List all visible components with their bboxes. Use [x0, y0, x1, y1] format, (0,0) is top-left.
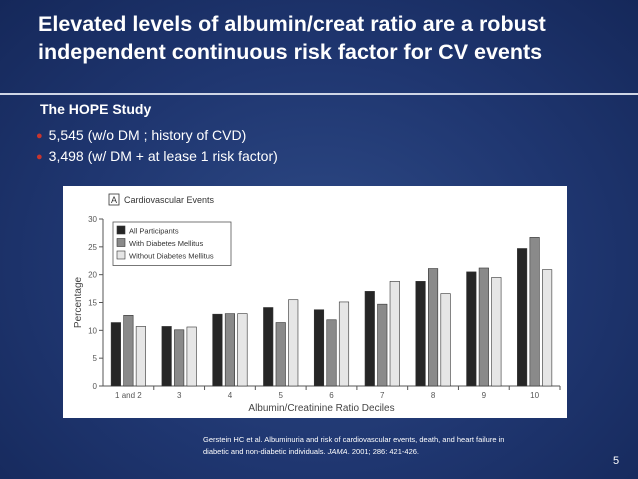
bar-diabetes: [224, 313, 235, 387]
citation-text: Gerstein HC et al. Albuminuria and risk …: [203, 435, 505, 456]
bar-no-diabetes: [338, 301, 350, 387]
x-tick-label: 3: [177, 391, 182, 400]
y-tick-label: 10: [88, 326, 97, 335]
bar-no-diabetes: [542, 269, 553, 387]
bullet-dot-icon: ●: [36, 151, 43, 163]
bar-diabetes: [529, 237, 540, 387]
bar-diabetes: [326, 319, 337, 387]
bar-all: [212, 313, 223, 387]
bar-diabetes: [377, 303, 388, 387]
bullet-dot-icon: ●: [36, 130, 43, 142]
panel-letter: A: [111, 195, 117, 205]
citation-journal: JAMA: [327, 447, 348, 456]
bar-no-diabetes: [389, 281, 400, 387]
bullet-list: ● 5,545 (w/o DM ; history of CVD) ● 3,498 …: [36, 126, 278, 168]
bar-all: [517, 248, 528, 387]
legend-swatch: [116, 238, 126, 247]
page-number: 5: [613, 455, 620, 467]
bar-all: [263, 307, 274, 387]
bullet-text: 3,498 (w/ DM + at lease 1 risk factor): [48, 148, 278, 164]
x-tick-label: 1 and 2: [115, 391, 142, 400]
x-tick-label: 6: [329, 391, 334, 400]
bar-all: [313, 309, 325, 387]
y-tick-label: 30: [88, 215, 97, 224]
bar-all: [466, 271, 477, 387]
x-tick-label: 10: [530, 391, 539, 400]
citation-tail: . 2001; 286: 421-426.: [347, 447, 419, 456]
y-tick-label: 5: [93, 354, 98, 363]
citation: Gerstein HC et al. Albuminuria and risk …: [203, 434, 523, 458]
legend-label: Without Diabetes Mellitus: [129, 252, 214, 261]
legend-label: All Participants: [129, 227, 179, 236]
x-tick-label: 5: [278, 391, 283, 400]
panel-letter-box: [108, 193, 120, 206]
y-axis-label: Percentage: [73, 276, 84, 328]
bar-chart: A Cardiovascular Events 0 5 10 15 20 25 30 Percen…: [73, 193, 561, 414]
bullet-text: 5,545 (w/o DM ; history of CVD): [48, 127, 247, 143]
bar-diabetes: [428, 268, 439, 387]
bar-no-diabetes: [237, 313, 248, 387]
y-tick-label: 15: [88, 299, 97, 308]
legend-swatch: [116, 225, 126, 235]
chart-title: Cardiovascular Events: [124, 195, 215, 205]
bar-diabetes: [123, 315, 134, 387]
bar-no-diabetes: [288, 299, 299, 387]
bar-no-diabetes: [440, 293, 451, 387]
legend-label: With Diabetes Mellitus: [129, 239, 203, 248]
bar-no-diabetes: [186, 326, 197, 387]
x-tick-label: 4: [228, 391, 233, 400]
x-axis-label: Albumin/Creatinine Ratio Deciles: [248, 403, 394, 414]
x-tick-label: 9: [482, 391, 487, 400]
bullet-item: ● 5,545 (w/o DM ; history of CVD): [36, 126, 278, 147]
y-tick-label: 0: [93, 382, 98, 391]
legend-box: [112, 221, 232, 266]
bar-all: [110, 322, 121, 387]
bar-all: [161, 326, 172, 387]
bar-diabetes: [478, 267, 489, 387]
bar-all: [415, 281, 426, 387]
study-name: The HOPE Study: [40, 101, 152, 117]
bar-no-diabetes: [491, 277, 502, 387]
legend-swatch: [116, 250, 126, 260]
y-tick-label: 20: [88, 271, 97, 280]
bullet-item: ● 3,498 (w/ DM + at lease 1 risk factor): [36, 147, 278, 168]
slide-title: Elevated levels of albumin/creat ratio a…: [38, 12, 546, 64]
title-divider: [0, 93, 638, 95]
bar-no-diabetes: [135, 326, 146, 387]
bar-diabetes: [174, 329, 185, 387]
chart-panel: A Cardiovascular Events 0 5 10 15 20 25 30 Percen…: [63, 186, 567, 418]
bar-all: [364, 291, 375, 387]
x-tick-label: 7: [380, 391, 385, 400]
x-tick-label: 8: [431, 391, 436, 400]
bar-diabetes: [275, 322, 286, 387]
y-tick-label: 25: [88, 243, 97, 252]
